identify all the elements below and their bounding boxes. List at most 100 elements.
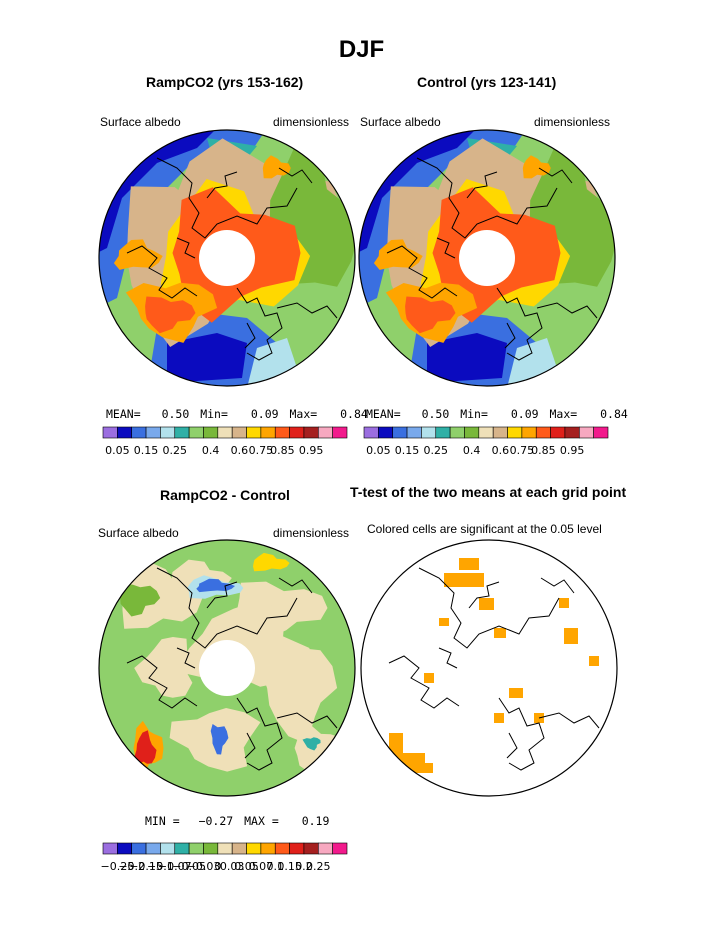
colorbar-swatch	[535, 426, 551, 439]
significant-cell	[589, 656, 599, 666]
colorbar-tick-label: 0.03	[220, 860, 245, 873]
colorbar-swatch	[317, 842, 333, 855]
coastline	[416, 157, 558, 239]
colorbar-tick-label: 0.25	[163, 444, 188, 457]
min-label: Min=	[200, 407, 228, 421]
significant-cell	[579, 778, 589, 788]
panel2-title: Control (yrs 123-141)	[417, 74, 557, 90]
colorbar-tick-label: 0.15	[277, 860, 302, 873]
colorbar-swatch	[332, 842, 348, 855]
colorbar-swatch	[378, 426, 394, 439]
colorbar-tick-label: 0.75	[249, 444, 274, 457]
coastline	[236, 697, 283, 771]
colorbar-swatch	[289, 842, 305, 855]
pole-hole	[199, 640, 255, 696]
max-label: MAX =	[244, 814, 279, 828]
coastline	[176, 647, 196, 669]
coastline	[156, 567, 298, 649]
map-border	[98, 539, 356, 797]
greenland-ice-core	[405, 296, 456, 334]
colorbar-swatch	[521, 426, 537, 439]
colorbar-swatch	[478, 426, 494, 439]
coastline	[244, 322, 256, 349]
significant-cell	[439, 618, 449, 626]
colorbar-tick-label: 0.15	[134, 444, 159, 457]
coastline	[496, 287, 543, 361]
colorbar-swatch	[507, 426, 523, 439]
colorbar-swatch	[363, 426, 379, 439]
greenland-ice-core	[145, 296, 196, 334]
significant-cell	[494, 628, 506, 638]
colorbar-tick-label: −0.05	[172, 860, 206, 873]
colorbar-swatch	[145, 842, 161, 855]
min-value: 0.09	[250, 407, 279, 421]
colorbar-swatch	[117, 426, 133, 439]
atlantic-ocean-deep	[167, 333, 247, 383]
coastline	[438, 647, 458, 669]
colorbar-swatch	[435, 426, 451, 439]
panel2-left-label: Surface albedo	[360, 115, 441, 129]
coastline	[536, 302, 598, 319]
panel1-left-label: Surface albedo	[100, 115, 181, 129]
panel4-left-label: Colored cells are significant at the 0.0…	[367, 522, 602, 536]
coastline	[466, 171, 498, 199]
colorbar-swatch	[217, 842, 233, 855]
colorbar-tick-label: 0.2	[295, 860, 313, 873]
min-label: MIN =	[145, 814, 180, 828]
map-field	[361, 540, 617, 796]
coastline	[126, 655, 198, 709]
colorbar-swatch	[317, 426, 333, 439]
colorbar-tick-label: 0.25	[424, 444, 449, 457]
panel1-stats: MEAN= 0.50 Min= 0.09 Max= 0.84	[106, 407, 368, 421]
colorbar-swatch	[274, 842, 290, 855]
atlantic-ocean-deep	[427, 333, 507, 383]
colorbar-swatch	[406, 426, 422, 439]
colorbar-tick-label: 0	[214, 860, 221, 873]
colorbar-tick-label: 0.95	[560, 444, 585, 457]
colorbar-tick-label: −0.2	[118, 860, 145, 873]
positive-region	[118, 582, 161, 617]
colorbar-swatch	[392, 426, 408, 439]
colorbar-tick-label: 0.85	[270, 444, 295, 457]
colorbar-swatch	[117, 842, 133, 855]
coastline	[244, 732, 256, 759]
panel1-right-label: dimensionless	[273, 115, 350, 129]
canada-ice	[373, 239, 423, 270]
strong-negative-region	[210, 724, 229, 755]
colorbar-tick-label: 0.4	[202, 444, 220, 457]
coastline	[538, 167, 573, 184]
main-title: DJF	[338, 36, 385, 63]
colorbar-tick-label: 0.75	[510, 444, 535, 457]
colorbar-swatch	[564, 426, 580, 439]
mean-value: 0.50	[161, 407, 190, 421]
colorbar-swatch	[231, 426, 247, 439]
colorbar-swatch	[203, 842, 219, 855]
positive-region	[253, 552, 290, 572]
significant-cell	[509, 688, 523, 698]
panel2-stats: MEAN= 0.50 Min= 0.09 Max= 0.84	[366, 407, 628, 421]
albedo-difference-map	[98, 539, 356, 797]
near-zero-region	[134, 637, 193, 698]
coastline	[386, 245, 458, 299]
canada-ice	[113, 239, 163, 270]
colorbar-swatch	[131, 842, 147, 855]
colorbar-control: 0.05 0.15 0.25 0.4 0.6 0.750.85 0.95	[363, 426, 609, 457]
colorbar-swatch	[145, 426, 161, 439]
coastline	[506, 732, 518, 759]
max-value: 0.84	[340, 407, 368, 421]
negative-region	[302, 737, 321, 751]
map-field	[99, 540, 355, 796]
colorbar-tick-label: 0.05	[105, 444, 130, 457]
map-field	[99, 130, 355, 386]
colorbar-tick-label: −0.03	[187, 860, 221, 873]
significant-cell	[444, 573, 484, 587]
colorbar-difference: −0.25−0.2−0.15−0.1−0.07−0.05−0.0300.030.…	[100, 842, 348, 873]
panel3-title: RampCO2 - Control	[160, 487, 290, 503]
significant-cell	[494, 713, 504, 723]
coastline	[156, 157, 298, 239]
panel4-title: T-test of the two means at each grid poi…	[350, 484, 627, 500]
significant-cell	[559, 598, 569, 608]
coastline	[276, 302, 338, 319]
colorbar-tick-label: 0.6	[231, 444, 249, 457]
colorbar-swatch	[102, 426, 118, 439]
